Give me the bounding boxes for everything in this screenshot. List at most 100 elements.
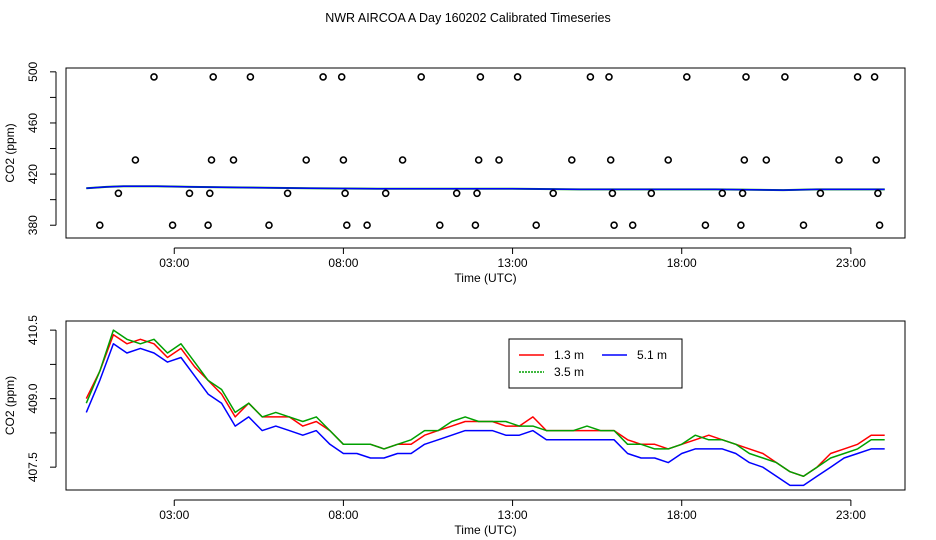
top-x-tick-label: 08:00 [328,256,358,270]
scatter-point [342,221,351,229]
scatter-point [302,156,311,164]
scatter-point [701,221,710,229]
scatter-point [417,73,426,81]
scatter-point [131,156,140,164]
bottom-y-tick-label: 410.5 [26,315,40,345]
bottom-x-tick-label: 08:00 [328,508,358,522]
scatter-point [762,156,771,164]
top-x-tick-label: 13:00 [498,256,528,270]
scatter-point [718,189,727,198]
scatter-point [737,221,745,229]
top-x-axis-label: Time (UTC) [454,271,516,285]
scatter-point [206,189,214,198]
scatter-point [474,156,483,164]
scatter-point [471,221,480,229]
bottom-x-tick-label: 13:00 [498,508,528,522]
bottom-x-tick-label: 18:00 [667,508,697,522]
scatter-point [628,221,637,229]
scatter-point [870,73,879,81]
scatter-point [476,73,485,81]
bottom-y-axis-label: CO2 (ppm) [3,376,17,435]
bottom-panel-frame [65,320,906,491]
scatter-point [742,73,750,81]
scatter-point [835,156,843,164]
scatter-point [664,156,673,164]
top-y-axis-label: CO2 (ppm) [3,123,17,182]
top-y-tick-label: 420 [26,164,40,184]
scatter-point [435,221,444,229]
scatter-point [473,189,481,198]
scatter-point [229,156,238,164]
bottom-y-tick-label: 407.5 [26,452,40,482]
scatter-point [452,189,461,198]
scatter-point [381,189,390,198]
scatter-point [799,221,808,229]
scatter-point [606,156,615,164]
bottom-panel-axes: 03:00 08:00 13:00 18:00 23:00 Time (UTC) 407.5… [3,315,866,537]
scatter-point [513,73,522,81]
scatter-point [549,189,558,198]
scatter-point [265,221,273,229]
top-x-tick-label: 18:00 [667,256,697,270]
scatter-point [209,73,217,81]
top-co2-line-blue [86,185,885,191]
scatter-point [875,221,884,229]
top-panel-axes: 03:00 08:00 13:00 18:00 23:00 Time (UTC) 380 42… [3,62,866,285]
bottom-x-tick-label: 23:00 [836,508,866,522]
scatter-point [283,189,292,198]
scatter-point [96,221,104,229]
legend-label: 5.1 m [637,348,667,362]
scatter-point [319,73,327,81]
scatter-point [114,189,123,198]
scatter-point [872,156,881,164]
scatter-point [168,221,177,229]
legend-label: 1.3 m [554,348,584,362]
bottom-x-axis-label: Time (UTC) [454,523,516,537]
top-y-tick-label: 380 [26,215,40,235]
top-x-tick-label: 03:00 [159,256,189,270]
scatter-point [495,156,503,164]
scatter-point [246,73,255,81]
top-y-tick-label: 500 [26,62,40,82]
scatter-point [605,73,613,81]
scatter-point [738,189,747,198]
legend-label: 3.5 m [554,365,584,379]
legend-box [508,338,683,389]
scatter-point [647,189,656,198]
series-line-3-5-m [85,329,885,478]
scatter-point [610,221,618,229]
scatter-point [816,189,825,198]
scatter-point [682,73,691,81]
scatter-point [207,156,216,164]
series-line-5-1-m [85,343,885,487]
scatter-point [398,156,407,164]
bottom-panel-legend: 1.3 m 5.1 m 3.5 m [508,338,683,389]
bottom-panel-marks [85,329,885,487]
scatter-point [532,221,541,229]
scatter-point [204,221,212,229]
scatter-point [337,73,346,81]
scatter-point [363,221,371,229]
scatter-point [853,73,862,81]
scatter-point [567,156,576,164]
bottom-panel-co2-lines: 03:00 08:00 13:00 18:00 23:00 Time (UTC) 407.5… [3,315,906,537]
scatter-point [608,189,617,198]
scatter-point [586,73,595,81]
scatter-point [781,73,789,81]
bottom-x-tick-label: 03:00 [159,508,189,522]
scatter-point [339,156,348,164]
top-panel-co2-scatter: 03:00 08:00 13:00 18:00 23:00 Time (UTC) 380 42… [3,62,906,285]
scatter-point [874,189,882,198]
scatter-point [150,73,158,81]
bottom-y-tick-label: 409.0 [26,383,40,413]
scatter-point [341,189,349,198]
top-x-tick-label: 23:00 [836,256,866,270]
series-line-1-3-m [85,333,885,478]
top-panel-marks [86,73,885,229]
scatter-point [185,189,194,198]
top-panel-frame [65,67,906,239]
scatter-point [740,156,749,164]
top-y-tick-label: 460 [26,113,40,133]
figure-title: NWR AIRCOA A Day 160202 Calibrated Times… [325,11,611,25]
